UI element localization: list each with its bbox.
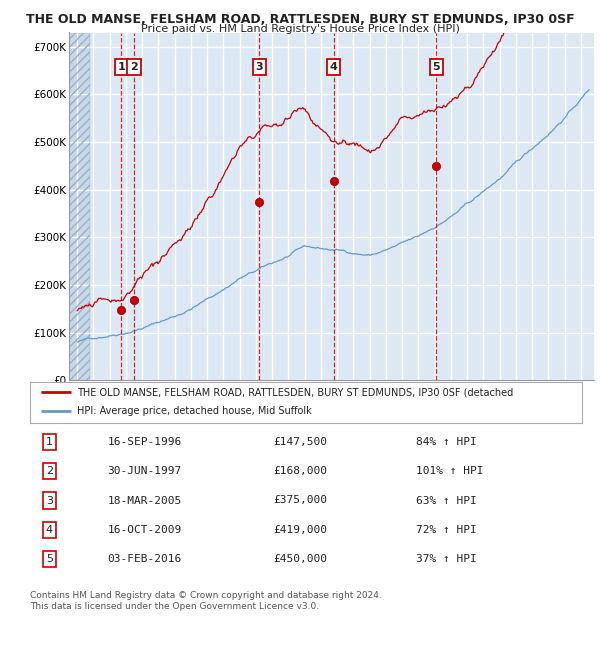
Text: 37% ↑ HPI: 37% ↑ HPI — [416, 554, 477, 564]
Text: Price paid vs. HM Land Registry's House Price Index (HPI): Price paid vs. HM Land Registry's House … — [140, 24, 460, 34]
Text: 72% ↑ HPI: 72% ↑ HPI — [416, 525, 477, 535]
Text: Contains HM Land Registry data © Crown copyright and database right 2024.
This d: Contains HM Land Registry data © Crown c… — [30, 592, 382, 611]
Text: HPI: Average price, detached house, Mid Suffolk: HPI: Average price, detached house, Mid … — [77, 406, 311, 416]
Text: 16-OCT-2009: 16-OCT-2009 — [107, 525, 182, 535]
Text: 5: 5 — [46, 554, 53, 564]
Text: 4: 4 — [330, 62, 338, 72]
Text: 3: 3 — [256, 62, 263, 72]
Text: 3: 3 — [46, 495, 53, 506]
Text: 5: 5 — [433, 62, 440, 72]
Bar — [69, 32, 90, 380]
Text: 03-FEB-2016: 03-FEB-2016 — [107, 554, 182, 564]
Text: 18-MAR-2005: 18-MAR-2005 — [107, 495, 182, 506]
Text: 30-JUN-1997: 30-JUN-1997 — [107, 466, 182, 476]
Text: 1: 1 — [117, 62, 125, 72]
Text: 84% ↑ HPI: 84% ↑ HPI — [416, 437, 477, 447]
Text: 16-SEP-1996: 16-SEP-1996 — [107, 437, 182, 447]
Text: £147,500: £147,500 — [273, 437, 327, 447]
Text: £168,000: £168,000 — [273, 466, 327, 476]
Text: 4: 4 — [46, 525, 53, 535]
Text: 101% ↑ HPI: 101% ↑ HPI — [416, 466, 484, 476]
Text: £450,000: £450,000 — [273, 554, 327, 564]
Text: £375,000: £375,000 — [273, 495, 327, 506]
Text: THE OLD MANSE, FELSHAM ROAD, RATTLESDEN, BURY ST EDMUNDS, IP30 0SF: THE OLD MANSE, FELSHAM ROAD, RATTLESDEN,… — [26, 13, 574, 26]
Text: THE OLD MANSE, FELSHAM ROAD, RATTLESDEN, BURY ST EDMUNDS, IP30 0SF (detached: THE OLD MANSE, FELSHAM ROAD, RATTLESDEN,… — [77, 387, 513, 397]
Text: 2: 2 — [46, 466, 53, 476]
Text: £419,000: £419,000 — [273, 525, 327, 535]
Text: 63% ↑ HPI: 63% ↑ HPI — [416, 495, 477, 506]
Bar — [69, 32, 90, 380]
Text: 1: 1 — [46, 437, 53, 447]
Text: 2: 2 — [130, 62, 138, 72]
